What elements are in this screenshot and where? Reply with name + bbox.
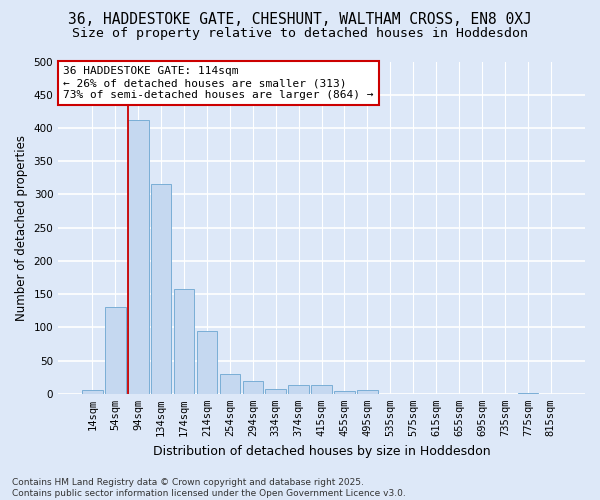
Bar — [220, 374, 240, 394]
Text: 36, HADDESTOKE GATE, CHESHUNT, WALTHAM CROSS, EN8 0XJ: 36, HADDESTOKE GATE, CHESHUNT, WALTHAM C… — [68, 12, 532, 28]
Bar — [242, 380, 263, 394]
Text: 36 HADDESTOKE GATE: 114sqm
← 26% of detached houses are smaller (313)
73% of sem: 36 HADDESTOKE GATE: 114sqm ← 26% of deta… — [64, 66, 374, 100]
Bar — [197, 330, 217, 394]
Bar — [334, 391, 355, 394]
Bar — [151, 184, 172, 394]
Bar — [357, 390, 378, 394]
Bar — [265, 389, 286, 394]
X-axis label: Distribution of detached houses by size in Hoddesdon: Distribution of detached houses by size … — [153, 444, 490, 458]
Bar — [128, 120, 149, 394]
Bar — [311, 384, 332, 394]
Text: Contains HM Land Registry data © Crown copyright and database right 2025.
Contai: Contains HM Land Registry data © Crown c… — [12, 478, 406, 498]
Y-axis label: Number of detached properties: Number of detached properties — [15, 134, 28, 320]
Bar — [174, 290, 194, 394]
Bar — [289, 384, 309, 394]
Bar — [82, 390, 103, 394]
Bar — [518, 393, 538, 394]
Text: Size of property relative to detached houses in Hoddesdon: Size of property relative to detached ho… — [72, 28, 528, 40]
Bar — [105, 308, 125, 394]
